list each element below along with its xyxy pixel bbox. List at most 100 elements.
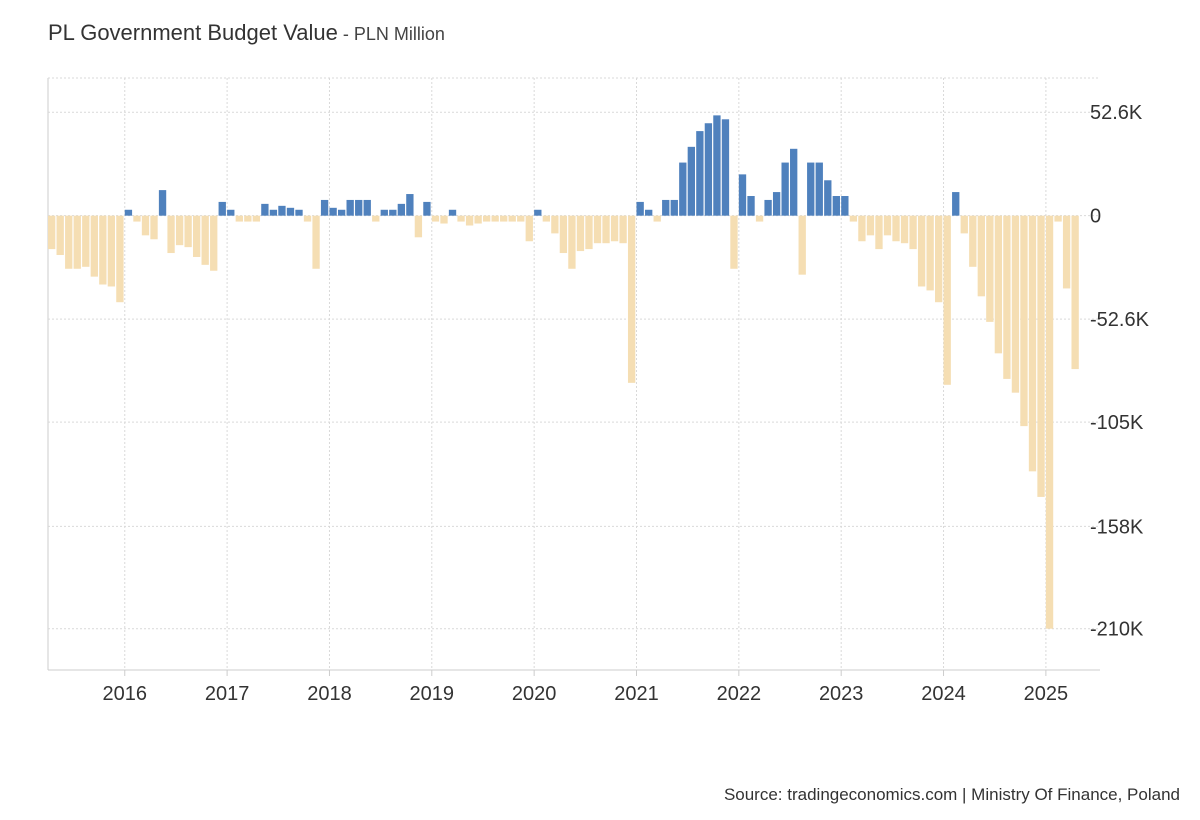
bar[interactable]	[977, 215, 985, 297]
bar[interactable]	[747, 196, 755, 216]
bar[interactable]	[414, 215, 423, 238]
bar[interactable]	[917, 215, 926, 287]
bar[interactable]	[849, 215, 858, 222]
bar[interactable]	[679, 162, 687, 216]
bar[interactable]	[619, 215, 627, 244]
bar[interactable]	[807, 162, 815, 216]
bar[interactable]	[559, 215, 568, 254]
bar[interactable]	[824, 180, 832, 216]
bar[interactable]	[380, 209, 388, 216]
bar[interactable]	[696, 131, 704, 216]
bar[interactable]	[201, 215, 209, 265]
bar[interactable]	[440, 215, 448, 224]
bar[interactable]	[900, 215, 909, 244]
bar[interactable]	[252, 215, 261, 222]
bar[interactable]	[1020, 215, 1028, 427]
bar[interactable]	[713, 115, 721, 216]
bar[interactable]	[389, 209, 397, 216]
bar[interactable]	[1045, 215, 1054, 629]
bar[interactable]	[227, 209, 235, 216]
bar[interactable]	[815, 162, 823, 216]
bar[interactable]	[969, 215, 977, 267]
bar[interactable]	[645, 209, 653, 216]
bar[interactable]	[457, 215, 465, 222]
bar[interactable]	[184, 215, 192, 248]
bar[interactable]	[551, 215, 559, 234]
bar[interactable]	[781, 162, 789, 216]
bar[interactable]	[892, 215, 900, 242]
bar[interactable]	[397, 203, 406, 216]
bar[interactable]	[295, 209, 303, 216]
bar[interactable]	[329, 207, 337, 216]
bar[interactable]	[107, 215, 116, 287]
bar[interactable]	[602, 215, 610, 244]
bar[interactable]	[568, 215, 576, 269]
bar[interactable]	[1062, 215, 1071, 289]
bar[interactable]	[303, 215, 312, 222]
bar[interactable]	[167, 215, 175, 254]
bar[interactable]	[1011, 215, 1020, 393]
bar[interactable]	[337, 209, 346, 216]
bar[interactable]	[261, 203, 269, 216]
bar[interactable]	[448, 209, 457, 216]
bar[interactable]	[790, 148, 798, 216]
bar[interactable]	[764, 199, 772, 216]
bar[interactable]	[508, 215, 516, 222]
bar[interactable]	[755, 215, 764, 222]
bar[interactable]	[372, 215, 380, 222]
bar[interactable]	[116, 215, 124, 303]
bar[interactable]	[670, 199, 678, 216]
bar[interactable]	[772, 192, 781, 216]
bar[interactable]	[926, 215, 934, 291]
bar[interactable]	[286, 207, 295, 216]
bar[interactable]	[346, 199, 354, 216]
bar[interactable]	[210, 215, 218, 271]
bar[interactable]	[841, 196, 849, 216]
bar[interactable]	[73, 215, 81, 269]
bar[interactable]	[141, 215, 150, 236]
bar[interactable]	[576, 215, 585, 252]
bar[interactable]	[491, 215, 499, 222]
bar[interactable]	[653, 215, 661, 222]
bar[interactable]	[465, 215, 474, 226]
bar[interactable]	[627, 215, 636, 383]
bar[interactable]	[704, 123, 713, 216]
bar[interactable]	[1028, 215, 1037, 472]
bar[interactable]	[935, 215, 943, 303]
bar[interactable]	[517, 215, 525, 222]
bar[interactable]	[730, 215, 738, 269]
bar[interactable]	[986, 215, 994, 322]
bar[interactable]	[866, 215, 875, 236]
bar[interactable]	[431, 215, 440, 222]
bar[interactable]	[406, 194, 414, 216]
bar[interactable]	[175, 215, 184, 246]
bar[interactable]	[82, 215, 90, 267]
bar[interactable]	[124, 209, 133, 216]
bar[interactable]	[312, 215, 320, 269]
bar[interactable]	[636, 201, 644, 216]
bar[interactable]	[320, 199, 329, 216]
bar[interactable]	[150, 215, 158, 240]
bar[interactable]	[610, 215, 619, 242]
bar[interactable]	[738, 174, 747, 216]
bar[interactable]	[721, 119, 730, 216]
bar[interactable]	[943, 215, 951, 385]
bar[interactable]	[482, 215, 491, 222]
bar[interactable]	[585, 215, 593, 250]
bar[interactable]	[909, 215, 917, 250]
bar[interactable]	[960, 215, 968, 234]
bar[interactable]	[355, 199, 363, 216]
bar[interactable]	[99, 215, 107, 285]
bar[interactable]	[875, 215, 883, 250]
bar[interactable]	[363, 199, 371, 216]
bar[interactable]	[1037, 215, 1045, 497]
bar[interactable]	[158, 190, 167, 216]
bar[interactable]	[883, 215, 892, 236]
bar[interactable]	[1054, 215, 1062, 222]
bar[interactable]	[534, 209, 542, 216]
bar[interactable]	[952, 192, 960, 216]
bar[interactable]	[48, 215, 56, 250]
bar[interactable]	[500, 215, 508, 222]
bar[interactable]	[218, 201, 226, 216]
bar[interactable]	[542, 215, 551, 222]
